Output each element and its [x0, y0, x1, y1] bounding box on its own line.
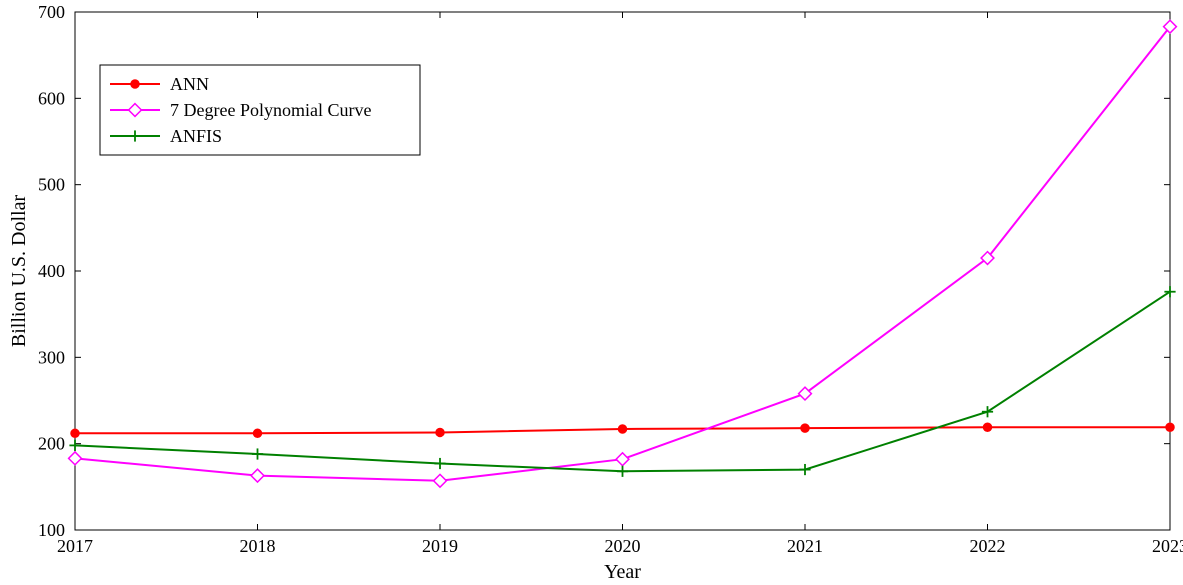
x-tick-label: 2023: [1152, 536, 1183, 556]
marker-circle: [131, 80, 139, 88]
marker-diamond: [251, 469, 264, 482]
marker-circle: [436, 428, 444, 436]
series-line: [75, 292, 1170, 472]
y-tick-label: 300: [38, 347, 65, 367]
y-tick-label: 600: [38, 88, 65, 108]
marker-diamond: [434, 474, 447, 487]
marker-circle: [254, 429, 262, 437]
y-tick-label: 700: [38, 2, 65, 22]
x-tick-label: 2020: [605, 536, 641, 556]
legend-label: ANN: [170, 74, 209, 94]
x-tick-label: 2022: [970, 536, 1006, 556]
chart-svg: 2017201820192020202120222023100200300400…: [0, 0, 1183, 585]
x-axis-label: Year: [604, 561, 641, 583]
y-tick-label: 400: [38, 261, 65, 281]
legend: ANN 7 Degree Polynomial Curve ANFIS: [100, 65, 420, 155]
x-tick-label: 2021: [787, 536, 823, 556]
marker-circle: [1166, 423, 1174, 431]
marker-circle: [801, 424, 809, 432]
x-tick-label: 2018: [240, 536, 276, 556]
y-tick-label: 500: [38, 175, 65, 195]
marker-circle: [619, 425, 627, 433]
y-axis-label: Billion U.S. Dollar: [8, 195, 30, 348]
x-tick-label: 2019: [422, 536, 458, 556]
y-tick-label: 200: [38, 434, 65, 454]
legend-label: 7 Degree Polynomial Curve: [170, 100, 371, 120]
marker-circle: [71, 429, 79, 437]
series-ann: [71, 423, 1174, 437]
y-tick-label: 100: [38, 520, 65, 540]
marker-circle: [984, 423, 992, 431]
legend-label: ANFIS: [170, 126, 222, 146]
marker-diamond: [69, 452, 82, 465]
line-chart: 2017201820192020202120222023100200300400…: [0, 0, 1183, 585]
series-anfis: [69, 286, 1175, 477]
marker-diamond: [616, 453, 629, 466]
